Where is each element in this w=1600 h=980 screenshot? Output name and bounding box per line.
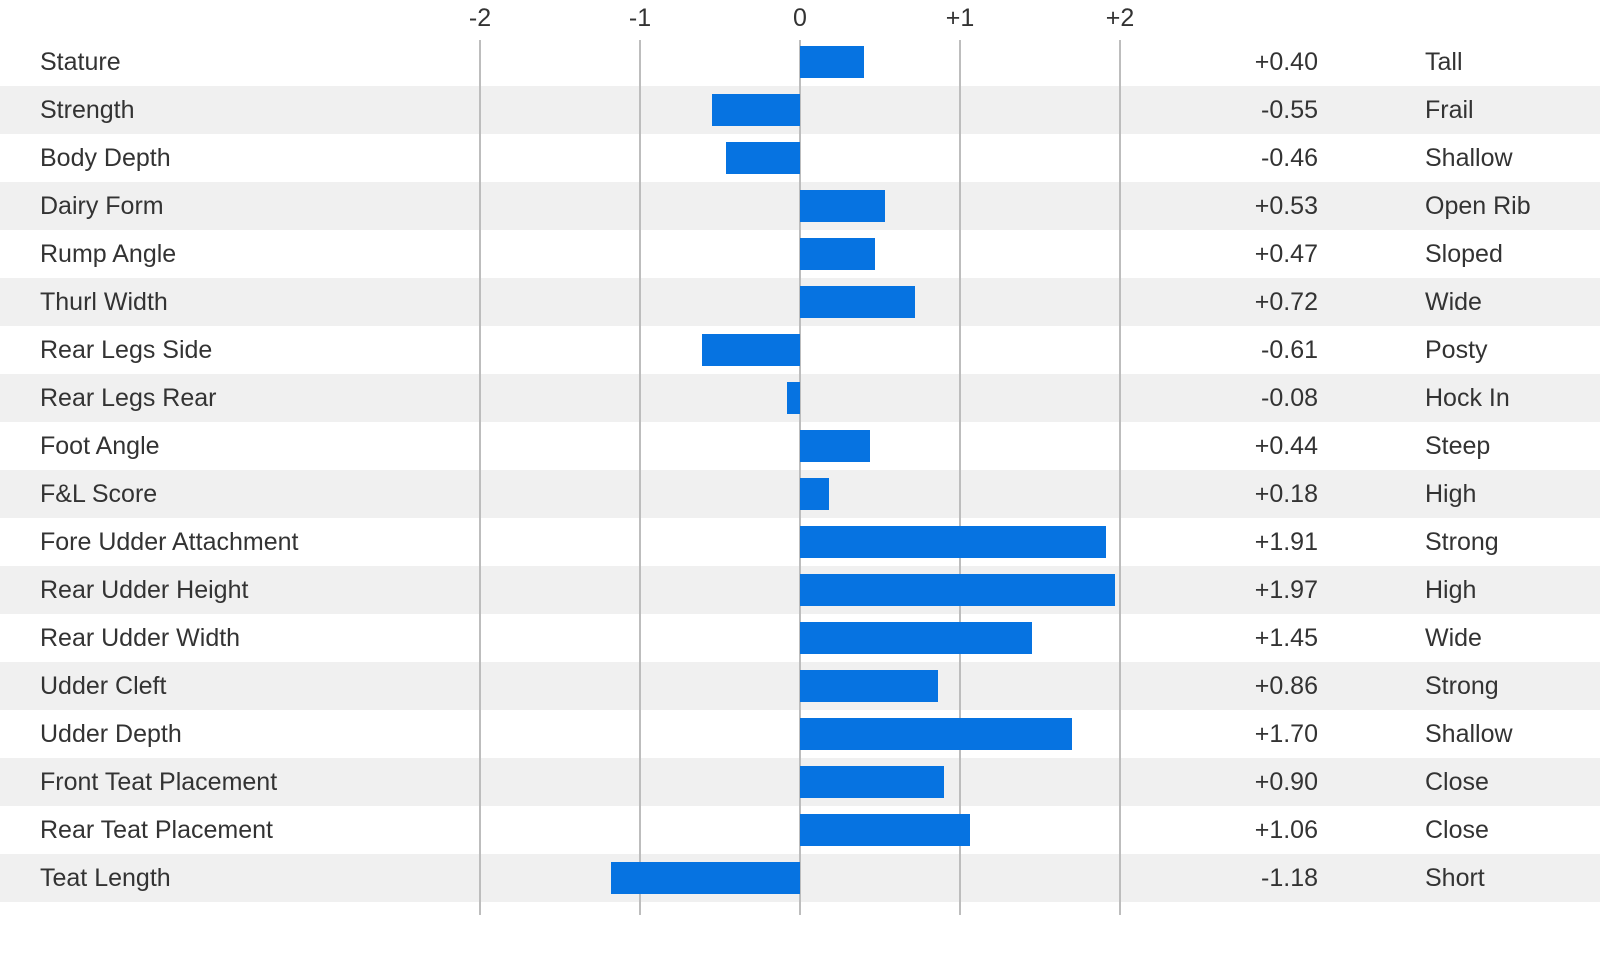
trait-name: Udder Depth — [40, 720, 182, 748]
sta-bar — [702, 334, 800, 366]
sta-bar — [800, 718, 1072, 750]
trait-name: Udder Cleft — [40, 672, 167, 700]
trait-descriptor: Hock In — [1425, 384, 1510, 412]
trait-row: Rear Udder Width +1.45 Wide — [0, 614, 1600, 662]
sta-bar — [800, 574, 1116, 606]
trait-descriptor: Shallow — [1425, 720, 1513, 748]
axis-tick-label: 0 — [793, 4, 807, 32]
axis-tick-label: +2 — [1105, 4, 1135, 32]
sta-value: +0.72 — [1254, 288, 1318, 316]
trait-name: Rear Udder Width — [40, 624, 241, 652]
sta-value: -0.46 — [1261, 144, 1318, 172]
axis-tick-label: +1 — [945, 4, 975, 32]
sta-value: +0.18 — [1254, 480, 1318, 508]
trait-descriptor: Sloped — [1425, 240, 1503, 268]
trait-row: Rear Legs Side -0.61 Posty — [0, 326, 1600, 374]
trait-descriptor: Wide — [1425, 624, 1482, 652]
gridline-1 — [959, 40, 961, 915]
sta-value: -0.08 — [1261, 384, 1318, 412]
trait-row: Udder Depth +1.70 Shallow — [0, 710, 1600, 758]
sta-bar — [800, 238, 876, 270]
sta-value: +0.47 — [1254, 240, 1318, 268]
gridline--2 — [479, 40, 481, 915]
sta-bar — [712, 94, 800, 126]
trait-name: Body Depth — [40, 144, 171, 172]
sta-bar — [726, 142, 800, 174]
sta-value: -0.61 — [1261, 336, 1318, 364]
trait-descriptor: Close — [1425, 768, 1489, 796]
axis-tick-label: -1 — [628, 4, 652, 32]
sta-value: -1.18 — [1261, 864, 1318, 892]
trait-name: Stature — [40, 48, 121, 76]
sta-value: +1.91 — [1254, 528, 1318, 556]
trait-descriptor: Close — [1425, 816, 1489, 844]
sta-bar — [800, 814, 970, 846]
trait-name: Front Teat Placement — [40, 768, 278, 796]
trait-name: Teat Length — [40, 864, 171, 892]
trait-name: Dairy Form — [40, 192, 164, 220]
trait-name: Fore Udder Attachment — [40, 528, 299, 556]
sta-bar — [800, 622, 1032, 654]
trait-descriptor: Shallow — [1425, 144, 1513, 172]
trait-descriptor: Strong — [1425, 528, 1499, 556]
sta-bar — [800, 430, 871, 462]
trait-row: Fore Udder Attachment +1.91 Strong — [0, 518, 1600, 566]
sta-bar — [800, 766, 944, 798]
sta-value: +1.45 — [1254, 624, 1318, 652]
trait-row: Rump Angle +0.47 Sloped — [0, 230, 1600, 278]
sta-bar — [800, 46, 864, 78]
trait-descriptor: Open Rib — [1425, 192, 1531, 220]
gridline-2 — [1119, 40, 1121, 915]
sta-bar — [611, 862, 800, 894]
trait-row: Udder Cleft +0.86 Strong — [0, 662, 1600, 710]
sta-value: +1.97 — [1254, 576, 1318, 604]
sta-value: +0.44 — [1254, 432, 1318, 460]
trait-name: Foot Angle — [40, 432, 160, 460]
trait-row: Foot Angle +0.44 Steep — [0, 422, 1600, 470]
sta-value: +0.90 — [1254, 768, 1318, 796]
trait-name: Rear Teat Placement — [40, 816, 273, 844]
trait-name: F&L Score — [40, 480, 158, 508]
trait-row: Body Depth -0.46 Shallow — [0, 134, 1600, 182]
trait-descriptor: High — [1425, 576, 1477, 604]
sta-value: +1.70 — [1254, 720, 1318, 748]
trait-descriptor: Posty — [1425, 336, 1488, 364]
sta-value: +0.40 — [1254, 48, 1318, 76]
gridline-0 — [799, 40, 801, 915]
sta-bar — [800, 286, 916, 318]
sta-bar — [787, 382, 800, 414]
trait-descriptor: Steep — [1425, 432, 1491, 460]
trait-descriptor: Strong — [1425, 672, 1499, 700]
gridline--1 — [639, 40, 641, 915]
trait-descriptor: Short — [1425, 864, 1485, 892]
sta-bar — [800, 670, 938, 702]
trait-name: Rear Legs Rear — [40, 384, 217, 412]
trait-name: Thurl Width — [40, 288, 168, 316]
trait-name: Rump Angle — [40, 240, 177, 268]
sta-bar — [800, 478, 829, 510]
trait-descriptor: High — [1425, 480, 1477, 508]
trait-descriptor: Tall — [1425, 48, 1463, 76]
trait-descriptor: Wide — [1425, 288, 1482, 316]
sta-value: +0.53 — [1254, 192, 1318, 220]
sta-bar — [800, 526, 1106, 558]
trait-row: Rear Teat Placement +1.06 Close — [0, 806, 1600, 854]
sta-value: +0.86 — [1254, 672, 1318, 700]
trait-name: Rear Udder Height — [40, 576, 249, 604]
sta-value: -0.55 — [1261, 96, 1318, 124]
trait-name: Rear Legs Side — [40, 336, 213, 364]
axis-tick-label: -2 — [468, 4, 492, 32]
sta-value: +1.06 — [1254, 816, 1318, 844]
trait-name: Strength — [40, 96, 135, 124]
sta-bar — [800, 190, 885, 222]
trait-row: Stature +0.40 Tall — [0, 38, 1600, 86]
trait-descriptor: Frail — [1425, 96, 1474, 124]
